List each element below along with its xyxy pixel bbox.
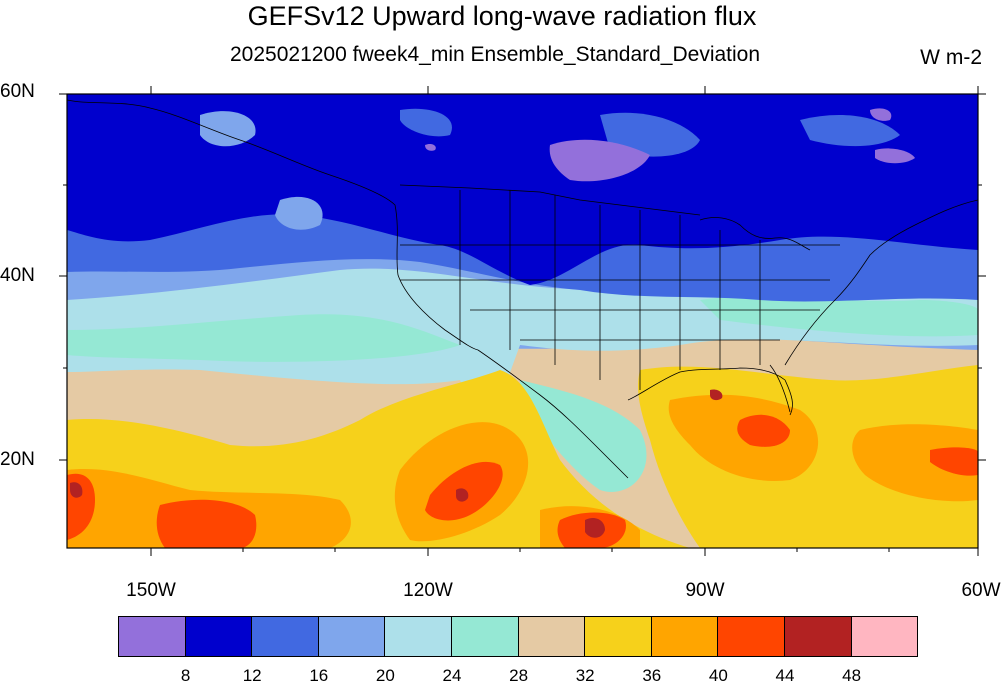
lat-label-60n: 60N (0, 81, 35, 102)
colorbar-label: 28 (509, 666, 529, 685)
axis-ticks (59, 86, 986, 556)
colorbar-box (850, 616, 919, 657)
map-subtitle: 2025021200 fweek4_min Ensemble_Standard_… (230, 43, 761, 66)
coastlines (67, 99, 978, 479)
lon-label-90w: 90W (685, 580, 725, 601)
colorbar-box (384, 616, 452, 657)
colorbar (118, 616, 919, 657)
colorbar-label: 48 (842, 666, 862, 685)
colorbar-box (251, 616, 319, 657)
units-label: W m-2 (920, 46, 982, 69)
colorbar-label: 36 (642, 666, 662, 685)
colorbar-box (118, 616, 186, 657)
colorbar-label: 8 (180, 666, 191, 685)
colorbar-label: 12 (242, 666, 262, 685)
colorbar-box (783, 616, 852, 657)
colorbar-box (184, 616, 253, 657)
lon-label-120w: 120W (403, 580, 453, 601)
lat-label-20n: 20N (0, 449, 35, 470)
field-contours (67, 94, 978, 548)
map-frame (66, 93, 979, 549)
colorbar-label: 44 (775, 666, 795, 685)
map-title: GEFSv12 Upward long-wave radiation flux (247, 1, 757, 31)
colorbar-box (517, 616, 586, 657)
colorbar-box (717, 616, 785, 657)
colorbar-box (450, 616, 519, 657)
colorbar-label: 40 (708, 666, 728, 685)
colorbar-box (584, 616, 652, 657)
colorbar-box (650, 616, 719, 657)
colorbar-label: 24 (442, 666, 462, 685)
colorbar-label: 20 (375, 666, 395, 685)
lon-label-60w: 60W (961, 580, 1001, 601)
lat-label-40n: 40N (0, 265, 35, 286)
colorbar-label: 16 (309, 666, 329, 685)
colorbar-label: 32 (575, 666, 595, 685)
colorbar-box (317, 616, 386, 657)
lon-label-150w: 150W (126, 580, 176, 601)
